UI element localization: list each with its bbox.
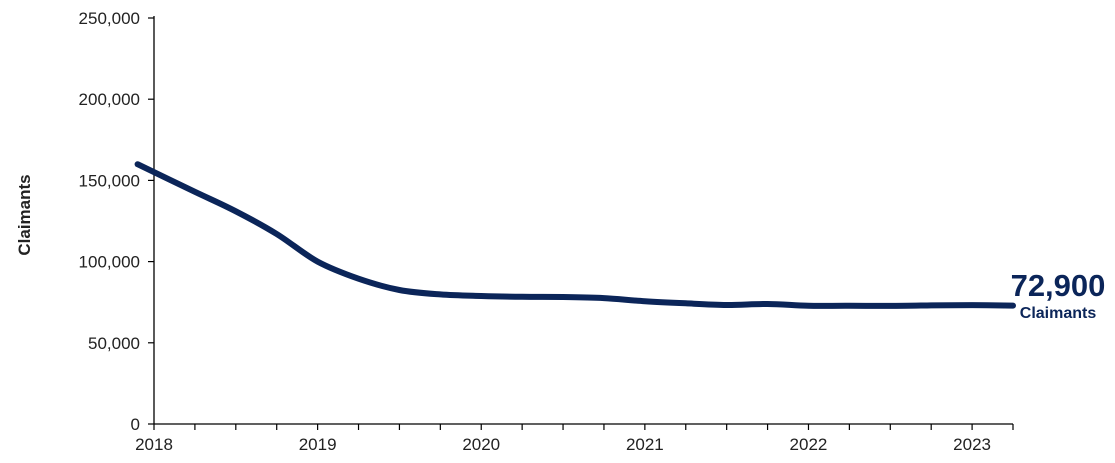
x-tick-label: 2019 xyxy=(299,435,337,454)
latest-value-label: 72,900 xyxy=(1011,268,1106,303)
latest-value-unit: Claimants xyxy=(1020,305,1097,322)
x-tick-label: 2020 xyxy=(462,435,500,454)
x-tick-label: 2022 xyxy=(790,435,828,454)
y-axis: 0 50,000 100,000 150,000 200,000 250,000 xyxy=(79,9,155,434)
y-tick-label: 0 xyxy=(131,415,140,434)
x-tick-label: 2018 xyxy=(135,435,173,454)
y-tick-label: 100,000 xyxy=(79,253,140,272)
y-tick-label: 150,000 xyxy=(79,171,140,190)
series-layer xyxy=(134,161,1016,309)
y-axis-title: Claimants xyxy=(15,174,34,255)
x-axis: 2018 2019 2020 2021 2022 2023 xyxy=(135,423,1014,454)
x-tick-label: 2021 xyxy=(626,435,664,454)
x-tick-label: 2023 xyxy=(953,435,991,454)
y-tick-label: 250,000 xyxy=(79,9,140,28)
y-tick-label: 200,000 xyxy=(79,90,140,109)
y-tick-label: 50,000 xyxy=(88,334,140,353)
claimants-line xyxy=(134,161,1016,309)
